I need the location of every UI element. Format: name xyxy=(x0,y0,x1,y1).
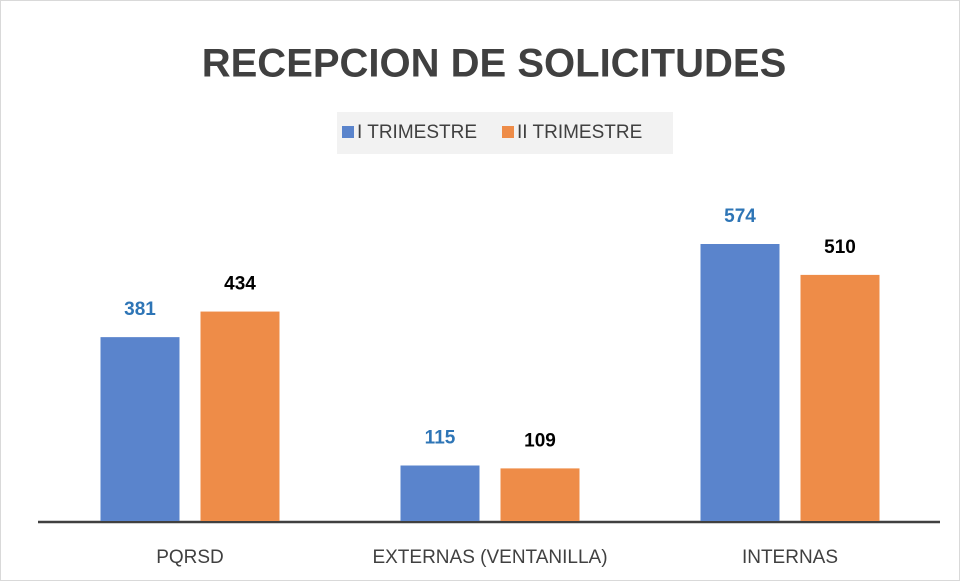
legend-label: II TRIMESTRE xyxy=(517,122,642,143)
bar xyxy=(800,274,880,521)
bar xyxy=(400,465,480,521)
chart-title: RECEPCION DE SOLICITUDES xyxy=(202,42,787,86)
bar xyxy=(100,337,180,521)
bar xyxy=(500,468,580,521)
bar xyxy=(700,244,780,521)
x-tick-label: PQRSD xyxy=(156,547,224,568)
x-tick-label: EXTERNAS (VENTANILLA) xyxy=(372,547,607,568)
data-label: 574 xyxy=(724,206,756,227)
legend-swatch xyxy=(502,126,514,138)
data-label: 510 xyxy=(824,237,856,258)
x-tick-label: INTERNAS xyxy=(742,547,838,568)
data-label: 434 xyxy=(224,274,256,295)
data-label: 381 xyxy=(124,299,156,320)
legend-label: I TRIMESTRE xyxy=(357,122,477,143)
data-label: 109 xyxy=(524,430,556,451)
legend-swatch xyxy=(342,126,354,138)
data-label: 115 xyxy=(425,428,456,449)
bar xyxy=(200,311,280,521)
